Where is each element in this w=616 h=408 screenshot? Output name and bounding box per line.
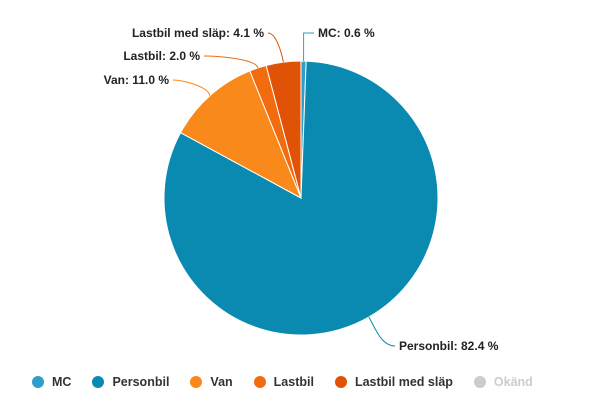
pie-slice-van[interactable]	[179, 70, 302, 200]
connector-van	[172, 79, 211, 96]
connector-personbil	[368, 316, 396, 347]
label-connectors	[172, 32, 396, 347]
data-label-mc: MC: 0.6 %	[318, 26, 375, 40]
pie-slices	[163, 60, 439, 336]
legend-label-lastbil-med-slap: Lastbil med släp	[354, 375, 453, 389]
data-label-lastbil-med-slap: Lastbil med släp: 4.1 %	[132, 26, 264, 40]
legend-item-mc[interactable]: MC	[32, 375, 71, 389]
legend-item-lastbil[interactable]: Lastbil	[253, 375, 314, 389]
data-label-van: Van: 11.0 %	[104, 73, 170, 87]
legend-symbol-okand	[473, 376, 486, 388]
connector-lastbil-med-slap	[267, 32, 284, 63]
legend-item-lastbil-med-slap[interactable]: Lastbil med släp	[334, 375, 453, 389]
legend-label-personbil: Personbil	[112, 375, 170, 389]
legend-item-van[interactable]: Van	[190, 375, 233, 389]
legend-item-personbil[interactable]: Personbil	[92, 375, 169, 389]
connector-mc	[303, 32, 314, 61]
connector-lastbil	[203, 55, 259, 69]
legend-symbol-lastbil	[253, 376, 266, 388]
pie-slice-lastbil-med-slap[interactable]	[265, 60, 302, 199]
legend-symbol-mc	[32, 376, 44, 388]
legend-label-van: Van	[210, 375, 233, 389]
chart-legend: MC Personbil Van Lastbil Lastbil med slä…	[32, 372, 554, 392]
legend-label-okand: Okänd	[493, 375, 533, 389]
legend-symbol-lastbil-med-slap	[334, 376, 347, 388]
data-label-personbil: Personbil: 82.4 %	[399, 339, 499, 353]
legend-label-lastbil: Lastbil	[273, 375, 314, 389]
legend-item-okand[interactable]: Okänd	[473, 375, 533, 389]
legend-symbol-van	[190, 376, 203, 388]
legend-symbol-personbil	[92, 376, 105, 388]
data-label-lastbil: Lastbil: 2.0 %	[123, 49, 200, 63]
legend-label-mc: MC	[52, 375, 72, 389]
data-labels: MC: 0.6 % Personbil: 82.4 % Van: 11.0 % Las…	[104, 26, 499, 353]
